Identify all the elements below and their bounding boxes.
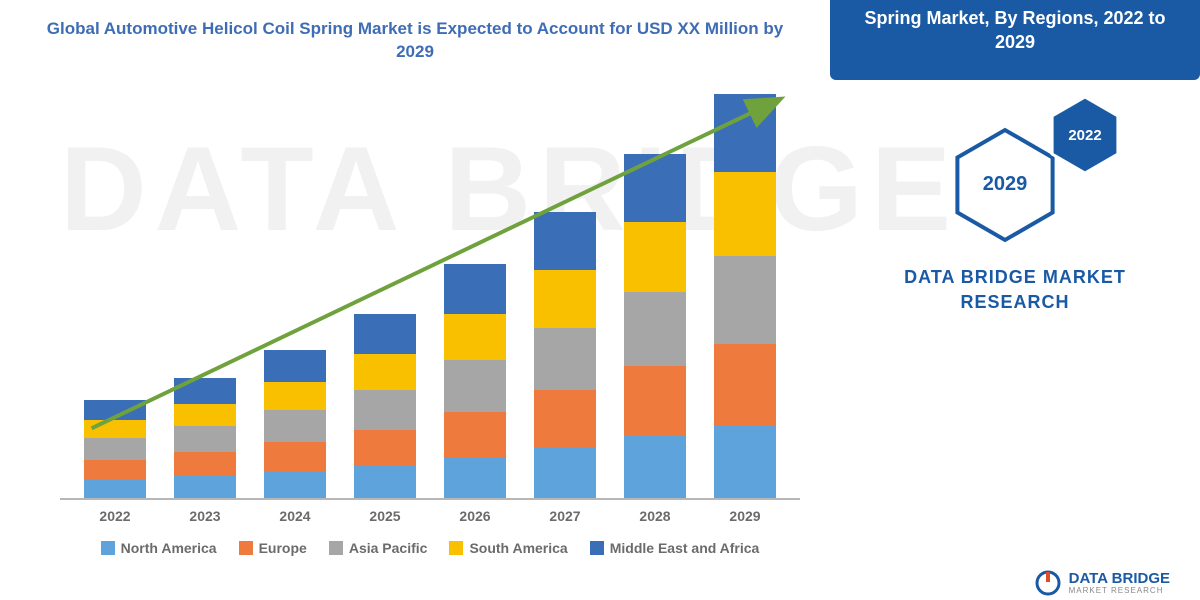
hex-large-label: 2029 [983, 173, 1028, 195]
hex-svg: 2029 2022 [940, 90, 1140, 250]
bar-group [624, 154, 686, 498]
bar-segment [534, 212, 596, 270]
bar-group [84, 400, 146, 498]
bar-segment [174, 404, 236, 426]
side-title: Spring Market, By Regions, 2022 to 2029 [830, 0, 1200, 80]
brand-line2: MARKET [1043, 267, 1126, 287]
bar-segment [624, 292, 686, 366]
bar-segment [354, 314, 416, 354]
bar-segment [444, 264, 506, 314]
legend-item: North America [101, 540, 217, 556]
x-axis-label: 2025 [354, 508, 416, 524]
bar-segment [354, 390, 416, 430]
bar-segment [624, 366, 686, 436]
bar-segment [174, 378, 236, 404]
brand-line3: RESEARCH [960, 292, 1069, 312]
legend-item: Middle East and Africa [590, 540, 760, 556]
bar-segment [624, 222, 686, 292]
bar-segment [354, 430, 416, 466]
chart-panel: Global Automotive Helicol Coil Spring Ma… [0, 0, 830, 600]
legend-swatch [239, 541, 253, 555]
brand-text: DATA BRIDGE MARKET RESEARCH [830, 265, 1200, 315]
bar-segment [84, 480, 146, 498]
bar-segment [264, 472, 326, 498]
x-axis-label: 2026 [444, 508, 506, 524]
legend: North America Europe Asia Pacific South Ame… [40, 540, 820, 556]
bar-segment [354, 354, 416, 390]
bar-group [354, 314, 416, 498]
footer-logo: DATA BRIDGE MARKET RESEARCH [1035, 570, 1170, 596]
bar-segment [534, 328, 596, 390]
plot-area [60, 80, 800, 500]
bar-segment [534, 390, 596, 448]
bar-segment [624, 436, 686, 498]
bar-segment [84, 438, 146, 460]
bar-segment [354, 466, 416, 498]
legend-label: Middle East and Africa [610, 540, 760, 556]
bar-group [264, 350, 326, 498]
bar-segment [534, 270, 596, 328]
hex-small-label: 2022 [1068, 127, 1101, 144]
bar-segment [444, 360, 506, 412]
right-panel: Spring Market, By Regions, 2022 to 2029 … [830, 0, 1200, 600]
bar-segment [624, 154, 686, 222]
bar-segment [174, 476, 236, 498]
x-axis-label: 2023 [174, 508, 236, 524]
footer-logo-icon [1035, 570, 1061, 596]
bar-segment [264, 382, 326, 410]
bar-segment [84, 460, 146, 480]
bar-group [174, 378, 236, 498]
bar-container [60, 80, 800, 498]
x-axis-label: 2022 [84, 508, 146, 524]
bar-segment [264, 442, 326, 472]
bar-segment [444, 314, 506, 360]
bar-segment [714, 172, 776, 256]
bar-segment [444, 412, 506, 458]
chart-title: Global Automotive Helicol Coil Spring Ma… [0, 0, 830, 70]
bar-segment [174, 426, 236, 452]
bar-group [714, 94, 776, 498]
bar-group [444, 264, 506, 498]
bar-segment [174, 452, 236, 476]
legend-label: Asia Pacific [349, 540, 428, 556]
x-axis-label: 2029 [714, 508, 776, 524]
bar-group [534, 212, 596, 498]
bar-segment [264, 350, 326, 382]
legend-label: South America [469, 540, 567, 556]
bar-segment [84, 420, 146, 438]
footer-logo-sub: MARKET RESEARCH [1069, 586, 1170, 595]
bar-segment [714, 344, 776, 426]
brand-line1: DATA BRIDGE [904, 267, 1037, 287]
hexagon-badges: 2029 2022 [940, 90, 1140, 250]
legend-label: Europe [259, 540, 307, 556]
legend-swatch [590, 541, 604, 555]
x-axis: 2022 2023 2024 2025 2026 2027 2028 2029 [60, 502, 800, 524]
x-axis-label: 2028 [624, 508, 686, 524]
legend-label: North America [121, 540, 217, 556]
legend-item: Asia Pacific [329, 540, 428, 556]
legend-item: South America [449, 540, 567, 556]
legend-swatch [329, 541, 343, 555]
bar-segment [714, 256, 776, 344]
x-axis-label: 2027 [534, 508, 596, 524]
footer-logo-text-wrap: DATA BRIDGE MARKET RESEARCH [1069, 571, 1170, 595]
bar-segment [444, 458, 506, 498]
legend-item: Europe [239, 540, 307, 556]
bar-segment [84, 400, 146, 420]
legend-swatch [449, 541, 463, 555]
footer-logo-text: DATA BRIDGE [1069, 571, 1170, 586]
x-axis-label: 2024 [264, 508, 326, 524]
bar-segment [264, 410, 326, 442]
bar-segment [714, 426, 776, 498]
bar-segment [534, 448, 596, 498]
bar-segment [714, 94, 776, 172]
legend-swatch [101, 541, 115, 555]
